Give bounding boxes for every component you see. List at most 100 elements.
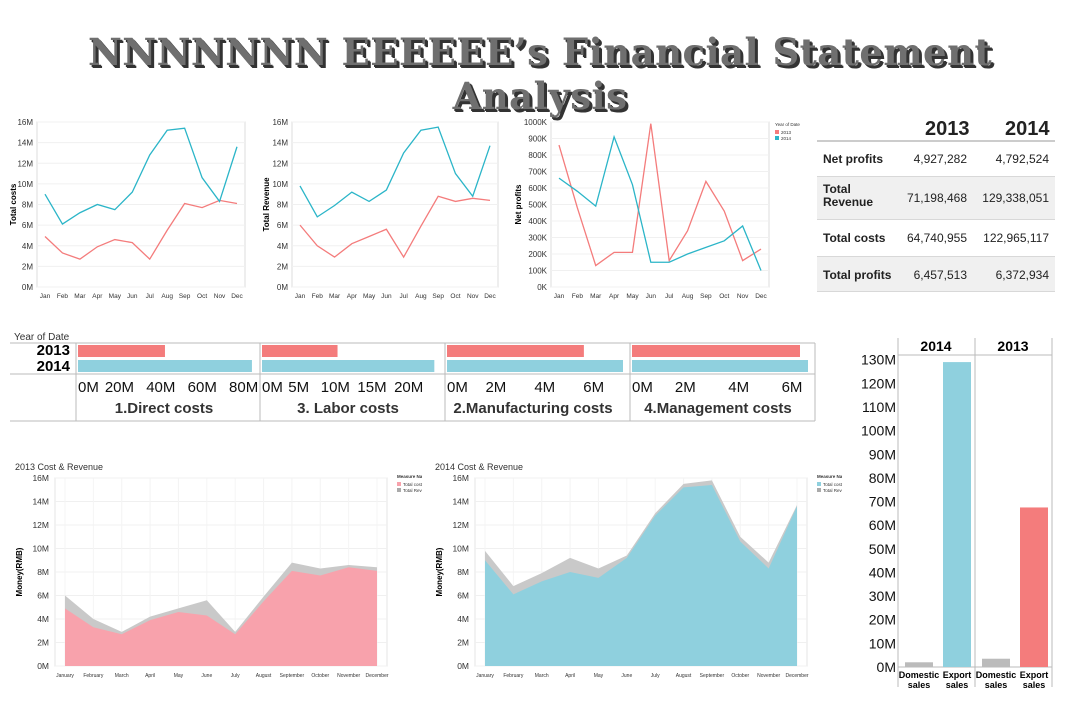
group-year-label: 2013 [997,338,1028,354]
x-tick-label: 60M [188,379,217,396]
y-tick-label: 4M [457,614,469,624]
legend-swatch [397,482,401,486]
bar-label-line1: Domestic [976,670,1017,680]
group-year-label: 2014 [920,338,951,354]
x-tick-label: 40M [146,379,175,396]
x-tick-label: Feb [57,293,69,300]
y-tick-label: 16M [452,473,469,483]
x-tick-label: Jul [665,293,674,300]
bar-label-line2: sales [946,680,969,690]
dashboard-title: NNNNNNN EEEEEE’s Financial Statement Ana… [87,30,993,118]
legend-swatch [775,136,779,140]
x-tick-label: 2M [485,379,506,396]
y-axis-label: Net profits [514,184,523,225]
bar-label-line2: sales [908,680,931,690]
cost-revenue-2014-chart: 2014 Cost & Revenue 0M 2M 4M 6M 8M 10M 12M 14M 16… [435,462,842,679]
row-label: Total profits [823,268,892,282]
y-tick-label: 0M [457,661,469,671]
row-label: Total Revenue [823,182,874,209]
x-tick-label: November [337,673,360,679]
y-tick-label: 2M [277,262,288,271]
x-tick-label: Apr [92,293,103,300]
bar-2013 [78,345,165,357]
y-axis-label: Total Revenue [262,177,271,232]
y-tick-label: 800K [528,151,547,160]
legend-swatch [817,482,821,486]
x-tick-label: 0M [78,379,99,396]
x-tick-label: Apr [347,293,358,300]
total-revenue-chart: 0M 2M 4M 6M 8M 10M 12M 14M 16M Jan Feb Mar Apr May Jun… [262,118,499,300]
x-tick-label: Aug [682,293,694,300]
x-tick-label: Sep [432,293,444,300]
year-label-2013: 2013 [37,342,70,359]
y-tick-label: 900K [528,135,547,144]
panel-label: 1.Direct costs [115,400,213,417]
x-tick-label: January [476,673,494,679]
y-tick-label: 6M [22,221,33,230]
x-tick-label: September [700,673,725,679]
series-line [299,126,491,218]
x-tick-label: February [83,673,104,679]
y-tick-label: 80M [869,470,896,486]
x-tick-label: March [115,673,129,679]
y-tick-label: 2M [37,638,49,648]
panel-label: 4.Management costs [644,400,792,417]
y-tick-label: 16M [272,118,288,127]
x-tick-label: May [594,673,604,679]
x-tick-label: September [280,673,305,679]
legend-title: Measure Names [397,474,422,479]
table-row: Total profits 6,457,513 6,372,934 [817,257,1055,292]
y-tick-label: 4M [277,242,288,251]
y-tick-label: 500K [528,201,547,210]
year-label-2014: 2014 [37,358,71,375]
y-tick-label: 8M [277,201,288,210]
x-tick-label: Jan [295,293,306,300]
x-tick-label: Jun [381,293,392,300]
y-tick-label: 6M [277,221,288,230]
y-tick-label: 10M [452,544,469,554]
y-tick-label: 110M [862,399,896,415]
bar-label-line1: Export [1020,670,1049,680]
bar-2014 [447,360,623,372]
panel-label: 3. Labor costs [297,400,399,417]
y-tick-label: 12M [272,159,288,168]
x-tick-label: Oct [450,293,460,300]
summary-table: 2013 2014 Net profits 4,927,282 4,792,52… [817,108,1055,292]
y-tick-label: 100K [528,267,547,276]
y-tick-label: 10M [17,180,33,189]
x-tick-label: April [565,673,575,679]
x-tick-label: August [676,673,692,679]
y-tick-label: 90M [869,446,896,462]
y-tick-label: 400K [528,217,547,226]
row-value-2013: 71,198,468 [906,191,967,205]
y-tick-label: 12M [452,520,469,530]
y-tick-label: 2M [22,262,33,271]
y-tick-label: 0M [277,283,288,292]
series-line [558,134,762,271]
bar-label-line2: sales [1023,680,1046,690]
table-row: Total Revenue 71,198,468 129,338,051 [817,177,1055,220]
x-tick-label: Jun [646,293,657,300]
x-tick-label: Sep [700,293,712,300]
row-value-2013: 4,927,282 [913,152,967,166]
legend-title: Year of Date [775,122,800,127]
x-tick-label: 2M [675,379,696,396]
panel-label: 2.Manufacturing costs [453,400,612,417]
cost-revenue-2013-chart: 2013 Cost & Revenue 0M 2M 4M 6M 8M 10M 12M 14M 16… [15,462,422,679]
x-tick-label: 0M [447,379,468,396]
x-tick-label: April [145,673,155,679]
x-tick-label: 6M [782,379,803,396]
y-tick-label: 50M [869,541,896,557]
net-profits-chart: 0K 100K 200K 300K 400K 500K 600K 700K 800K 900K 10… [514,118,800,300]
bar-2013 [262,345,338,357]
row-value-2013: 64,740,955 [906,231,967,245]
x-tick-label: Nov [467,293,479,300]
row-value-2014: 122,965,117 [983,231,1049,245]
bar-2014 [78,360,252,372]
table-header: 2013 2014 [817,108,1055,142]
x-tick-label: Feb [572,293,584,300]
x-tick-label: Jan [40,293,51,300]
x-tick-label: Nov [737,293,749,300]
bar [943,362,971,667]
y-tick-label: 70M [869,494,896,510]
